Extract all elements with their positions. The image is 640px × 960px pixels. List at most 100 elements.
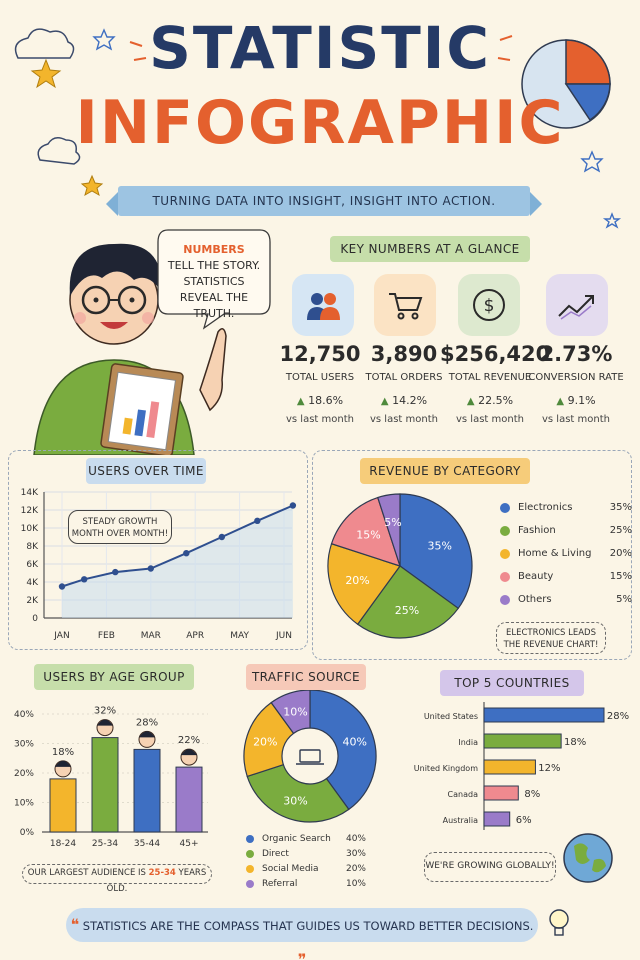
bar-value-label: 6% (516, 815, 532, 826)
bar (483, 707, 605, 723)
age-group-chart: 0% 10% 20% 30% 40% 18% 18-24 32% 25-34 28% 35-44 22… (14, 706, 208, 849)
legend-swatch (246, 835, 254, 843)
bar (49, 778, 77, 833)
pie-slice-label: 35% (428, 540, 452, 553)
legend-value: 30% (345, 849, 366, 859)
donut-slice-label: 30% (283, 795, 307, 808)
users-icon (307, 293, 340, 320)
legend-label: Direct (262, 849, 289, 859)
bar (483, 733, 562, 749)
legend-item: Referral (246, 879, 297, 889)
x-tick-label: 25-34 (92, 839, 118, 849)
bar-value-label: 28% (136, 717, 158, 728)
pie-slice (327, 542, 401, 626)
legend-value: 35% (609, 502, 632, 513)
key-numbers-title: KEY NUMBERS AT A GLANCE (330, 236, 530, 262)
data-point (81, 576, 88, 583)
legend-item: Fashion (500, 525, 556, 536)
mini-pie-icon (521, 39, 611, 129)
y-tick-label: 14K (21, 488, 39, 498)
countries-chart: United States 28% India 18% United Kingdom 12… (414, 702, 629, 830)
donut-slice (246, 763, 350, 823)
kpi-change-revenue: ▲ 22.5% (440, 394, 540, 407)
donut-slice-label: 10% (283, 705, 307, 718)
person-hair-icon (181, 749, 197, 756)
kpi-change-users-text: 18.6% (308, 394, 344, 407)
star-outline-icon (92, 28, 622, 229)
legend-swatch (500, 571, 510, 582)
quote-close-icon: ❞ (297, 950, 307, 960)
cart-icon (389, 293, 423, 320)
countries-note: WE'RE GROWING GLOBALLY! (424, 852, 556, 882)
legend-item: Direct (246, 849, 289, 859)
donut-slice-label: 20% (253, 735, 277, 748)
data-point (218, 533, 226, 541)
svg-text:$: $ (484, 296, 495, 316)
legend-value: 10% (345, 879, 366, 889)
age-group-title: USERS BY AGE GROUP (34, 664, 194, 690)
legend-value: 25% (609, 525, 632, 536)
legend-swatch (246, 850, 254, 858)
legend-swatch (500, 594, 510, 605)
donut-slice (243, 701, 295, 778)
kpi-sub-users: vs last month (286, 414, 354, 425)
legend-label: Fashion (518, 525, 556, 536)
bar (175, 766, 203, 833)
users-over-time-title: USERS OVER TIME (86, 458, 206, 484)
bar-value-label: 32% (94, 706, 116, 717)
x-tick-label: 18-24 (50, 839, 76, 849)
y-tick-label: 8K (26, 542, 39, 552)
speech-bubble (157, 229, 271, 330)
pie-slice (356, 565, 460, 639)
bar-value-label: 12% (538, 763, 560, 774)
legend-swatch (246, 880, 254, 888)
countries-title: TOP 5 COUNTRIES (440, 670, 584, 696)
trend-icon (558, 295, 594, 320)
kpi-label-conversion: CONVERSION RATE (528, 372, 624, 383)
up-arrow-icon: ▲ (380, 396, 389, 407)
kpi-change-orders-text: 14.2% (392, 394, 428, 407)
y-tick-label: 40% (14, 710, 34, 720)
bar-value-label: 28% (607, 711, 629, 722)
y-tick-label: 20% (14, 769, 34, 779)
age-note-highlight: 25-34 (148, 868, 176, 878)
bar (133, 748, 161, 833)
bar-value-label: 8% (524, 789, 540, 800)
speech-text: NUMBERS TELL THE STORY. STATISTICS REVEA… (160, 242, 268, 322)
legend-value: 20% (609, 548, 632, 559)
y-tick-label: 30% (14, 740, 34, 750)
kpi-value-conversion: 2.73% (539, 342, 613, 366)
category-label: India (458, 738, 478, 747)
y-tick-label: 4K (26, 578, 39, 588)
category-label: Australia (443, 816, 478, 825)
legend-item: Home & Living (500, 548, 591, 559)
kpi-change-users: ▲ 18.6% (270, 394, 370, 407)
legend-label: Organic Search (262, 834, 331, 844)
legend-label: Electronics (518, 502, 573, 513)
pie-slice-label: 15% (356, 528, 380, 541)
cart-icon-tile (374, 274, 436, 336)
kpi-value-revenue: $256,420 (440, 342, 551, 366)
bar-value-label: 18% (52, 747, 74, 758)
legend-swatch (246, 865, 254, 873)
legend-item: Others (500, 594, 552, 605)
donut-slice (270, 690, 311, 735)
kpi-sub-revenue: vs last month (456, 414, 524, 425)
pie-slice-label: 5% (384, 516, 401, 529)
x-tick-label: MAR (141, 631, 161, 641)
kpi-value-users: 12,750 (279, 342, 361, 366)
users-over-time-panel (8, 450, 308, 650)
x-tick-label: MAY (230, 631, 249, 641)
data-point (112, 568, 119, 576)
x-tick-label: APR (186, 631, 204, 641)
series-line (61, 504, 294, 588)
age-note-suffix: YEARS OLD. (106, 868, 207, 894)
category-label: United Kingdom (414, 764, 478, 773)
speech-line-4: REVEAL THE TRUTH. (179, 291, 249, 320)
legend-label: Home & Living (518, 548, 592, 559)
bar-value-label: 22% (178, 735, 200, 746)
pie-slice-label: 20% (345, 574, 369, 587)
data-point (254, 517, 261, 524)
data-point (147, 565, 154, 572)
